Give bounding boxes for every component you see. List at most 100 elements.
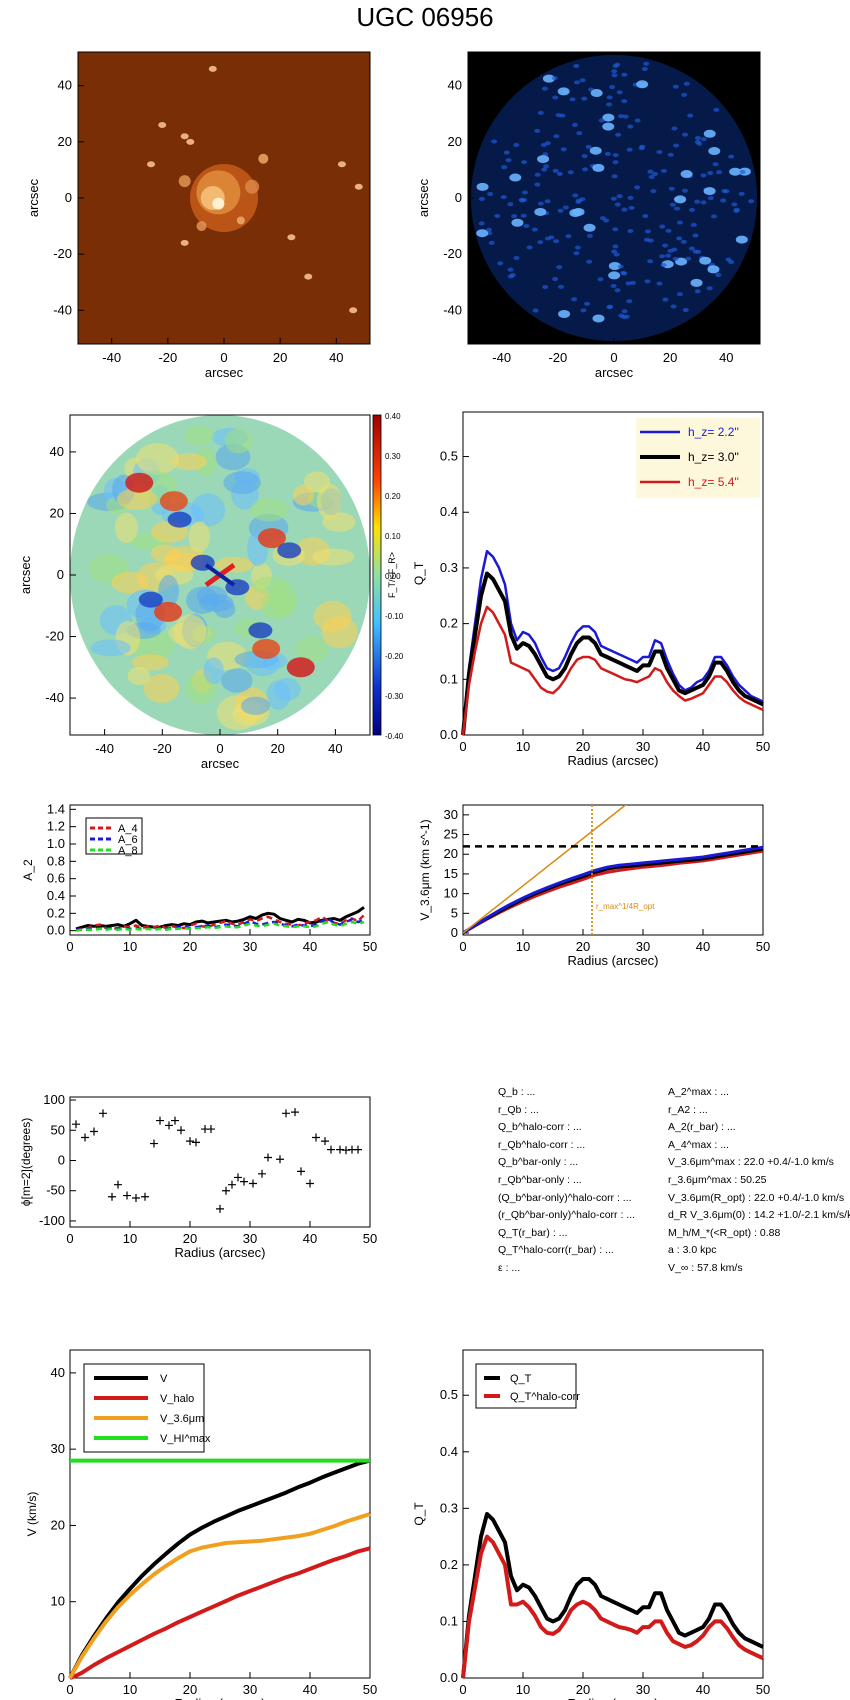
residual-blob [555,113,562,118]
ratio-map-positive-lobe [125,472,154,493]
ratio-map-feature [143,674,180,703]
phase-frame [69,1096,371,1228]
residual-blob [599,216,606,221]
x-tick-label: 10 [123,1231,137,1246]
legend-label-blue: A_6 [118,834,138,846]
y-tick-label: -20 [45,629,64,644]
qt_hz-frame [462,411,764,736]
phase-point [312,1133,320,1142]
x-tick-label: -40 [492,350,511,365]
residual-blob [676,292,683,297]
residual-blob [537,201,544,206]
legend-label-black: V [160,1373,168,1385]
rc-red-line [69,1546,371,1680]
residual-blob [616,194,623,199]
y-tick-label: 0.1 [440,1613,458,1628]
residual-blob [602,113,615,122]
residual-blob [537,155,550,164]
rc-orange-line [68,1512,371,1679]
residual-blob [647,169,654,174]
residual-blob [681,188,688,193]
a2-green-line [75,920,365,932]
residual-blob [542,74,555,83]
x-tick-label: 30 [636,739,650,754]
residual-blob [715,273,722,278]
x-tick-label: 10 [516,739,530,754]
ratio-map-negative-lobe [167,511,192,528]
residual-blob [674,206,681,211]
x-tick-label: 0 [216,741,223,756]
residual-blob [551,76,558,81]
rc-black-line [68,1458,371,1679]
residual-blob [543,164,550,169]
y-tick-label: 40 [51,1365,65,1380]
y-tick-label: -20 [53,246,72,261]
residual-blob [671,126,678,131]
legend-label-blue: h_z= 2.2'' [688,425,739,439]
residual-blob [523,224,530,229]
legend-label-green: A_8 [118,845,138,857]
residual-blob [656,281,663,286]
y-tick-label: 0.3 [440,1500,458,1515]
residual-blob [710,214,717,219]
y-tick-label: 10 [51,1594,65,1609]
residual-blob [583,223,596,232]
residual-blob [513,255,520,260]
residual-blob [700,137,707,142]
residual-blob [613,252,620,257]
phase-point [228,1180,236,1189]
x-tick-label: 0 [66,939,73,954]
y-tick-label: 1.4 [47,801,65,816]
residual-blob [729,167,742,176]
residual-blob [689,207,696,212]
residual-blob [641,66,648,71]
residual-blob [622,114,629,119]
y-axis-label: arcsec [416,178,431,217]
phase-point [108,1192,116,1201]
residual-blob [579,78,586,83]
parameter-column-right: A_2^max : ... r_A2 : ... A_2(r_bar) : ..… [668,1084,850,1278]
residual-blob [500,195,507,200]
ratio-map-feature [312,548,355,566]
param-qb-halo: Q_b^halo-corr : ... [498,1121,582,1134]
legend-label-red: V_halo [160,1393,194,1405]
residual-blob [544,199,551,204]
residual-blob [614,202,621,207]
residual-blob [739,169,746,174]
y-axis-label: A_2 [21,859,35,881]
y-tick-label: 30 [51,1441,65,1456]
residual-blob [553,239,560,244]
y-axis-label: V_3.6μm (km s^-1) [418,819,432,920]
residual-blob [518,197,525,202]
param-rqb-halo: r_Qb^halo-corr : ... [498,1138,586,1151]
residual-blob [569,97,576,102]
x-tick-label: 0 [459,1682,466,1697]
y-tick-label: -40 [45,690,64,705]
residual-blob [728,154,735,159]
y-tick-label: 20 [50,505,64,520]
residual-blob [656,150,663,155]
ratio-map-feature [190,493,226,527]
residual-blob [659,224,666,229]
param-rqb-bar: r_Qb^bar-only : ... [498,1173,582,1186]
residual-blob [526,245,533,250]
residual-blob [531,227,538,232]
ratio-map-feature [240,696,270,715]
x-tick-label: 0 [459,939,466,954]
residual-blob [651,172,658,177]
ratio-map-feature [116,488,158,510]
x-axis-label: Radius (arcsec) [174,1696,265,1700]
residual-blob [511,214,518,219]
star-point [147,161,155,168]
param-qb-bar-halo: (Q_b^bar-only)^halo-corr : ... [498,1191,632,1204]
residual-blob [604,151,611,156]
residual-blob [491,139,498,144]
y-tick-label: 20 [448,134,462,149]
residual-blob [612,63,619,68]
x-tick-label: 50 [363,1231,377,1246]
residual-blob [665,253,672,258]
residual-blob [521,190,528,195]
x-tick-label: 40 [696,939,710,954]
v36-vline-label: r_max^1/4R_opt [596,902,655,911]
phase-point [354,1145,362,1154]
